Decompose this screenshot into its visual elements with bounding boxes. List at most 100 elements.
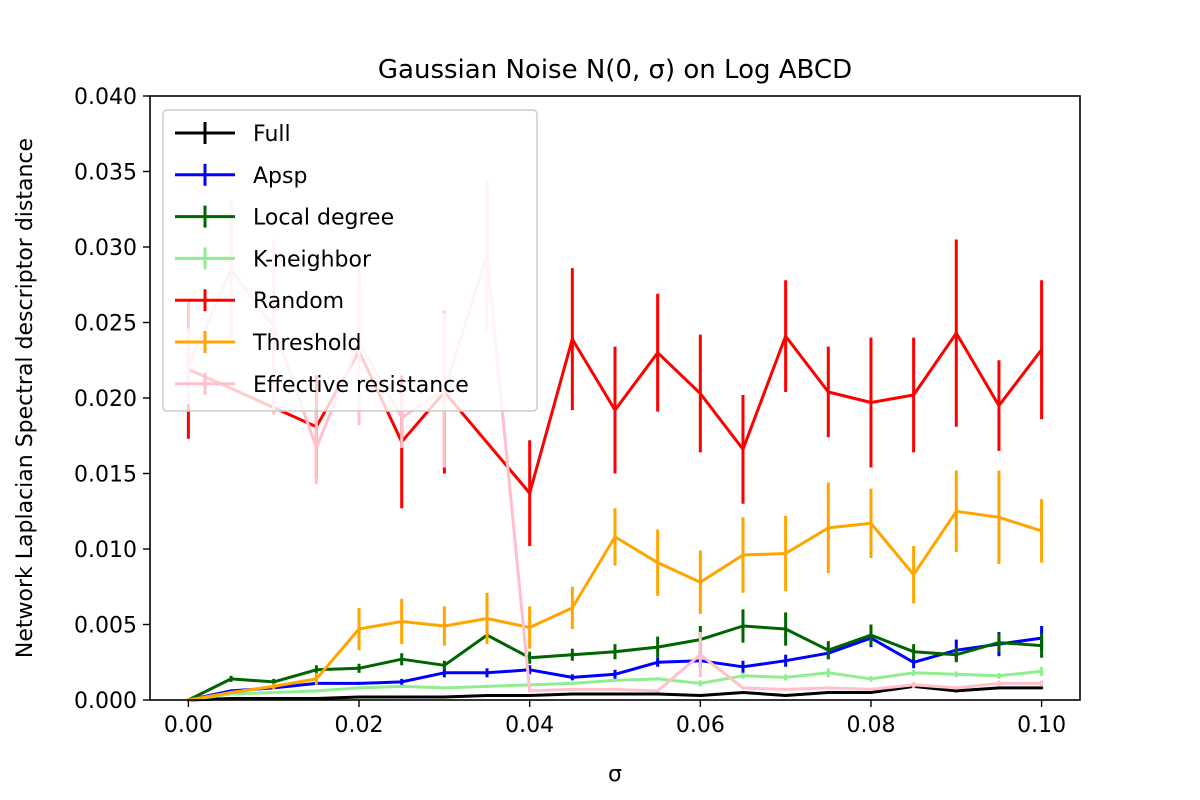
- data-point: [442, 624, 446, 628]
- legend-label: Random: [253, 289, 344, 314]
- y-axis: 0.000 0.005 0.010 0.015 0.020 0.025 0.030 0.035…: [74, 85, 150, 714]
- data-point: [912, 650, 916, 654]
- data-point: [912, 660, 916, 664]
- legend-entry: Full: [175, 122, 291, 147]
- data-point: [741, 624, 745, 628]
- data-point: [912, 573, 916, 577]
- series-line: [187, 331, 1043, 495]
- y-tick-label: 0.040: [74, 85, 137, 110]
- data-point: [698, 681, 702, 685]
- data-point: [656, 561, 660, 565]
- data-point: [698, 653, 702, 657]
- data-point: [912, 393, 916, 397]
- data-point: [357, 686, 361, 690]
- data-point: [869, 521, 873, 525]
- data-point: [442, 686, 446, 690]
- legend-label: Apsp: [253, 164, 307, 189]
- legend-entry: Local degree: [175, 205, 394, 231]
- data-point: [357, 681, 361, 685]
- x-tick-label: 0.04: [505, 713, 554, 738]
- data-point: [869, 633, 873, 637]
- y-tick-label: 0.015: [74, 463, 137, 488]
- data-point: [784, 659, 788, 663]
- data-point: [442, 671, 446, 675]
- series-full: [186, 684, 1044, 702]
- data-point: [741, 674, 745, 678]
- y-tick-label: 0.000: [74, 689, 137, 714]
- data-point: [656, 677, 660, 681]
- y-tick-label: 0.030: [74, 236, 137, 261]
- data-point: [656, 645, 660, 649]
- data-point: [954, 331, 958, 335]
- data-point: [613, 692, 617, 696]
- data-point: [485, 616, 489, 620]
- x-tick-label: 0.10: [1017, 713, 1066, 738]
- data-point: [826, 526, 830, 530]
- data-point: [528, 689, 532, 693]
- data-point: [528, 693, 532, 697]
- data-point: [357, 666, 361, 670]
- data-point: [272, 684, 276, 688]
- data-point: [229, 677, 233, 681]
- data-point: [869, 690, 873, 694]
- data-point: [997, 681, 1001, 685]
- data-point: [570, 692, 574, 696]
- data-point: [485, 684, 489, 688]
- data-point: [528, 491, 532, 495]
- legend-entry: K-neighbor: [175, 247, 372, 272]
- legend-label: Effective resistance: [253, 373, 469, 398]
- data-point: [997, 686, 1001, 690]
- data-point: [954, 689, 958, 693]
- plot-area: 0.00 0.02 0.04 0.06 0.08 0.10 0.000 0.005 0.010…: [74, 85, 1081, 738]
- x-tick-label: 0.02: [335, 713, 384, 738]
- legend-label: Threshold: [252, 331, 361, 356]
- legend-label: K-neighbor: [253, 247, 372, 272]
- data-point: [613, 408, 617, 412]
- data-point: [570, 681, 574, 685]
- x-tick-label: 0.06: [676, 713, 725, 738]
- data-point: [1040, 529, 1044, 533]
- data-point: [784, 693, 788, 697]
- legend-label: Full: [253, 122, 291, 147]
- data-point: [485, 693, 489, 697]
- data-point: [1040, 669, 1044, 673]
- data-point: [400, 657, 404, 661]
- data-point: [528, 626, 532, 630]
- data-point: [741, 447, 745, 451]
- data-point: [613, 535, 617, 539]
- data-point: [528, 656, 532, 660]
- y-tick-label: 0.010: [74, 538, 137, 563]
- data-point: [570, 687, 574, 691]
- data-point: [698, 580, 702, 584]
- data-point: [912, 671, 916, 675]
- y-tick-label: 0.020: [74, 387, 137, 412]
- y-tick-label: 0.025: [74, 312, 137, 337]
- data-point: [656, 689, 660, 693]
- data-point: [656, 351, 660, 355]
- data-point: [570, 606, 574, 610]
- data-point: [1040, 348, 1044, 352]
- x-tick-label: 0.08: [846, 713, 895, 738]
- data-point: [314, 446, 318, 450]
- data-point: [570, 675, 574, 679]
- data-point: [741, 553, 745, 557]
- data-point: [869, 401, 873, 405]
- data-point: [656, 692, 660, 696]
- data-point: [570, 337, 574, 341]
- y-tick-label: 0.005: [74, 614, 137, 639]
- data-point: [442, 663, 446, 667]
- data-point: [826, 671, 830, 675]
- legend-entry: Apsp: [175, 163, 307, 189]
- legend-entry: Effective resistance: [175, 372, 469, 398]
- data-point: [954, 509, 958, 513]
- legend-entry: Random: [175, 289, 344, 314]
- data-point: [314, 689, 318, 693]
- data-point: [826, 390, 830, 394]
- data-point: [442, 695, 446, 699]
- data-point: [997, 404, 1001, 408]
- data-point: [826, 690, 830, 694]
- series-k-neighbor: [186, 666, 1044, 702]
- data-point: [741, 686, 745, 690]
- data-point: [954, 653, 958, 657]
